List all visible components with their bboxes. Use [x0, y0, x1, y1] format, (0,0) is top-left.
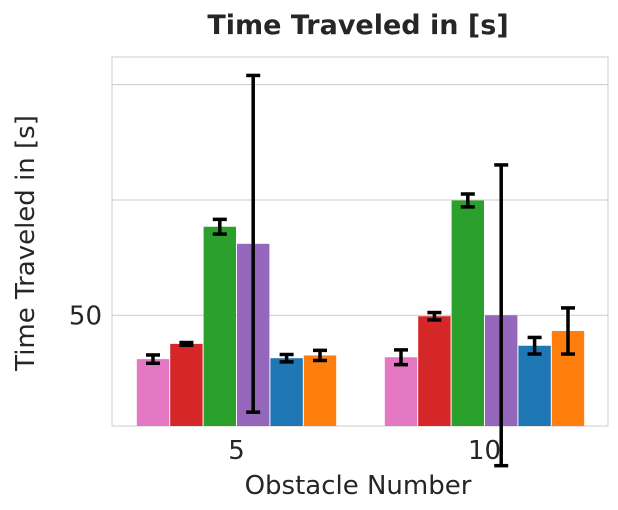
bar: [203, 226, 236, 426]
bar: [384, 357, 418, 426]
y-ticks-group: 50: [69, 301, 102, 331]
bar: [303, 355, 337, 426]
x-tick-label: 5: [228, 436, 245, 466]
bar: [451, 200, 484, 426]
grid-lines: [112, 84, 608, 316]
x-axis-label: Obstacle Number: [245, 471, 472, 501]
bar: [170, 343, 203, 426]
y-tick-label: 50: [69, 301, 102, 331]
x-tick-label: 10: [468, 436, 501, 466]
error-bars-group: [146, 73, 575, 468]
bar: [418, 316, 451, 426]
bar: [518, 345, 551, 426]
y-axis-label: Time Traveled in [s]: [11, 115, 41, 372]
bar: [136, 359, 170, 426]
x-ticks-group: 5 10: [228, 436, 501, 466]
chart-title: Time Traveled in [s]: [207, 10, 508, 41]
bar: [270, 358, 303, 426]
